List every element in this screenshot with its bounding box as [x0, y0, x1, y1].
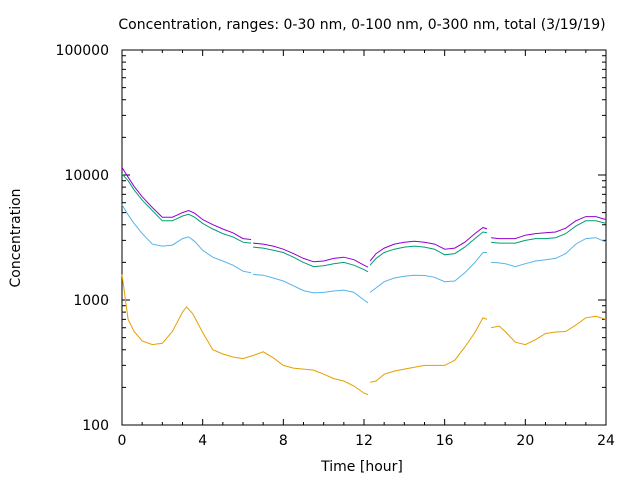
- series-line-segment: [121, 167, 252, 240]
- x-tick-label: 20: [516, 433, 534, 449]
- series-line-segment: [491, 237, 607, 268]
- x-axis: 0 4 8 12 16 20 24: [118, 50, 615, 449]
- series-line-segment: [253, 242, 369, 268]
- x-tick-label: 12: [355, 433, 373, 449]
- series-line-segment: [369, 252, 487, 293]
- series-line-segment: [369, 226, 488, 262]
- y-tick-label: 1000: [73, 293, 109, 309]
- chart-title: Concentration, ranges: 0-30 nm, 0-100 nm…: [118, 17, 605, 33]
- series-2: [121, 204, 607, 304]
- series-line-segment: [253, 246, 369, 273]
- x-tick-label: 8: [279, 433, 288, 449]
- series-line-segment: [369, 231, 488, 266]
- series-line-segment: [490, 315, 607, 346]
- x-tick-label: 4: [198, 433, 207, 449]
- series-line-segment: [491, 220, 607, 244]
- series-line-segment: [253, 274, 369, 304]
- x-tick-label: 16: [436, 433, 454, 449]
- x-axis-label: Time [hour]: [320, 459, 403, 475]
- y-axis: 100 1000 10000 100000: [56, 43, 606, 434]
- x-tick-label: 24: [597, 433, 615, 449]
- series-4: [121, 167, 607, 268]
- plot-frame: [121, 49, 607, 426]
- series-line-segment: [121, 204, 252, 274]
- series-line-segment: [121, 173, 252, 244]
- series-1: [121, 274, 607, 396]
- y-tick-label: 100: [82, 418, 109, 434]
- y-tick-label: 100000: [56, 43, 109, 59]
- x-tick-label: 0: [118, 433, 127, 449]
- series-layer: [121, 167, 607, 396]
- series-line-segment: [370, 317, 488, 383]
- y-axis-label: Concentration: [8, 188, 24, 287]
- series-line-segment: [121, 274, 369, 396]
- series-3: [121, 173, 607, 273]
- series-line-segment: [491, 216, 607, 240]
- y-tick-label: 10000: [64, 168, 109, 184]
